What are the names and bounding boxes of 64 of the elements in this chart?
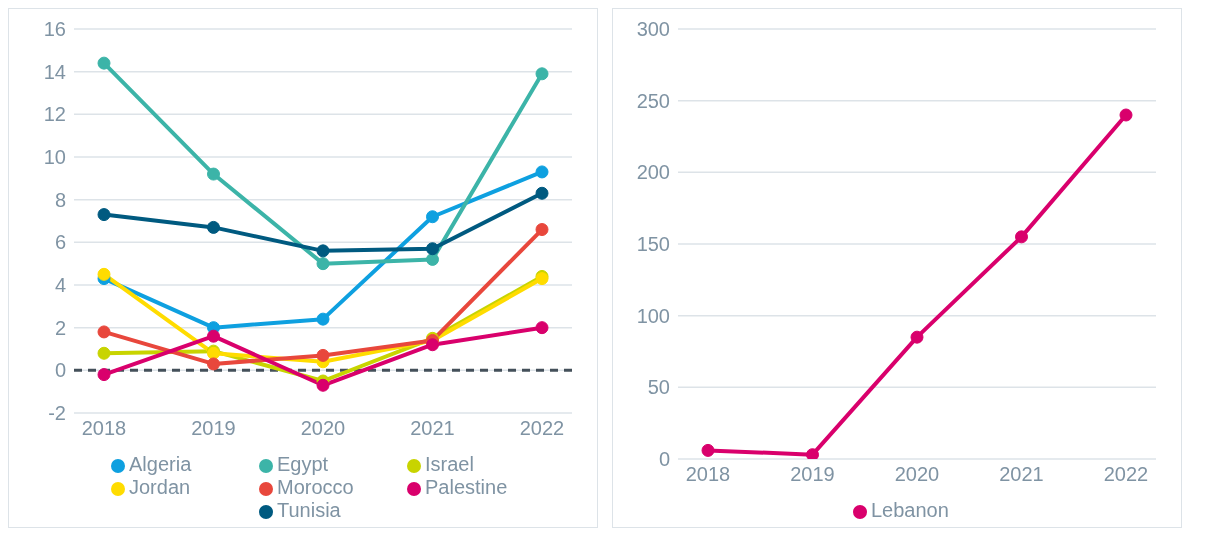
y-tick-label: 16 [43,18,66,41]
point [97,56,111,70]
point [97,208,111,222]
x-tick-label: 2021 [999,463,1044,486]
y-tick-label: 0 [54,359,66,382]
point [316,378,330,392]
point [910,330,924,344]
y-tick-label: 200 [636,161,670,184]
legend-label: Israel [425,453,475,476]
y-tick-label: 300 [636,18,670,41]
x-tick-label: 2018 [685,463,731,486]
x-tick-label: 2022 [519,417,565,440]
y-tick-label: 8 [54,188,66,211]
x-tick-label: 2021 [410,417,455,440]
y-tick-label: 4 [54,274,66,297]
y-tick-label: 14 [43,60,66,83]
legend-label: Morocco [277,476,355,499]
point [426,242,439,256]
point [426,252,439,266]
x-tick-label: 2019 [790,463,835,486]
legend-label: Algeria [129,453,193,476]
point [97,368,111,382]
point [426,210,439,224]
point [97,346,111,360]
point [535,67,549,81]
x-tick-label: 2022 [1103,463,1149,486]
point [207,220,220,234]
point [1015,230,1028,244]
y-tick-label: 10 [43,146,66,169]
point [806,448,819,459]
y-tick-label: 100 [636,304,670,327]
y-tick-label: 6 [54,231,66,254]
x-tick-label: 2020 [300,417,346,440]
point [535,186,549,200]
y-tick-label: 250 [636,89,670,112]
point [701,443,715,457]
legend-label: Egypt [277,453,330,476]
y-tick-label: 150 [636,233,670,256]
x-tick-label: 2018 [81,417,127,440]
point [207,357,220,371]
point [316,257,330,271]
point [535,321,549,335]
x-tick-label: 2019 [191,417,236,440]
y-tick-label: 0 [658,448,670,471]
legend-label: Palestine [425,476,509,499]
point [316,312,330,326]
y-tick-label: 2 [54,316,66,339]
y-tick-label: 12 [43,103,66,126]
point [1119,108,1133,122]
legend-label: Tunisia [277,499,342,522]
point [316,348,330,362]
legend-label: Jordan [129,476,192,499]
point [535,165,549,179]
y-tick-label: 50 [647,376,670,399]
point [97,325,111,339]
x-tick-label: 2020 [894,463,940,486]
legend-label: Lebanon [871,499,950,522]
point [535,223,549,237]
point [207,329,220,343]
point [207,167,220,181]
y-tick-label: -2 [48,402,66,425]
point [316,244,330,258]
point [97,267,111,281]
point [426,338,439,352]
